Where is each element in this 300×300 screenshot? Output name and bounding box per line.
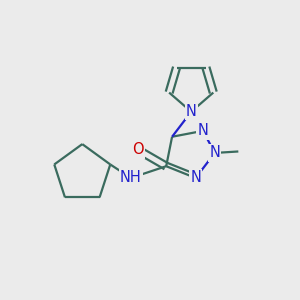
Text: O: O (132, 142, 144, 158)
Text: N: N (186, 104, 197, 119)
Text: N: N (190, 170, 201, 185)
Text: N: N (209, 146, 220, 160)
Text: NH: NH (120, 170, 142, 185)
Text: N: N (198, 123, 208, 138)
